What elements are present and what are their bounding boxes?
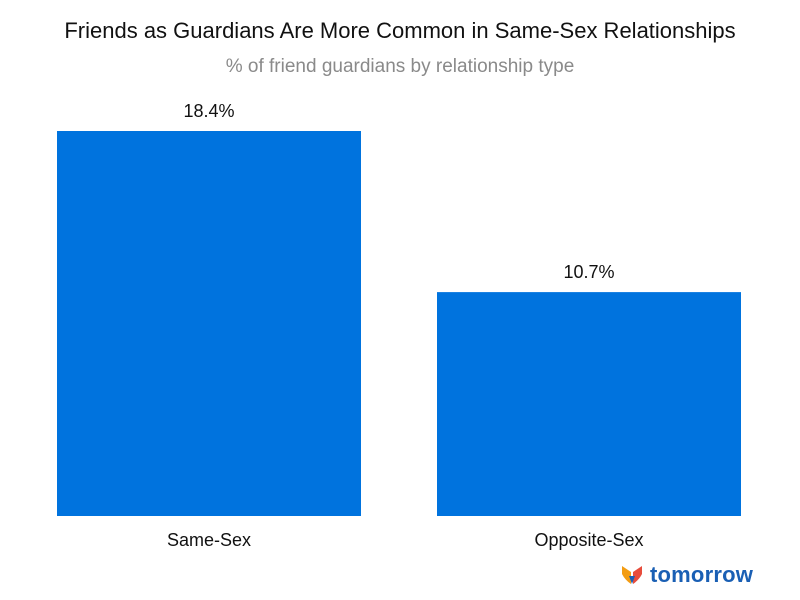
category-label: Opposite-Sex [534,530,643,550]
data-label: 18.4% [183,101,234,121]
category-label: Same-Sex [167,530,251,550]
data-label: 10.7% [563,262,614,282]
bar-opposite-sex [437,292,741,516]
chart-title: Friends as Guardians Are More Common in … [64,18,736,43]
tomorrow-logo-icon [622,566,642,584]
logo-wordmark: tomorrow [650,562,754,587]
bar-same-sex [57,131,361,516]
tomorrow-logo: tomorrow [620,562,753,588]
chart-subtitle: % of friend guardians by relationship ty… [225,56,575,77]
